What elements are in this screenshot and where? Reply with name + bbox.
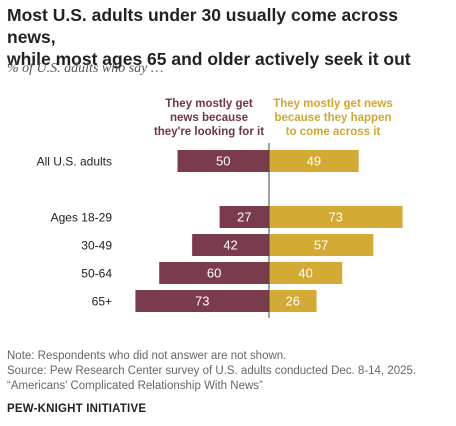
note-text: Note: Respondents who did not answer are…: [7, 350, 287, 362]
data-label-looking-for-it: 50: [216, 154, 230, 169]
category-label: All U.S. adults: [37, 155, 112, 169]
report-title-text: “Americans’ Complicated Relationship Wit…: [7, 380, 263, 392]
brand-label: PEW-KNIGHT INITIATIVE: [7, 403, 147, 415]
legend-right-line: They mostly get news: [273, 98, 393, 110]
data-label-looking-for-it: 42: [223, 238, 237, 253]
bar-come-across-it: [269, 206, 403, 228]
bar-looking-for-it: [135, 290, 269, 312]
data-label-come-across-it: 57: [314, 238, 328, 253]
legend-come-across-it: They mostly get news because they happen…: [268, 97, 398, 139]
category-label: 30-49: [81, 239, 112, 253]
data-label-looking-for-it: 27: [237, 210, 251, 225]
data-label-looking-for-it: 73: [195, 294, 209, 309]
bar-looking-for-it: [159, 262, 269, 284]
bar-come-across-it: [269, 234, 374, 256]
legend-right-line: because they happen: [274, 112, 392, 124]
chart-title-line-2: while most ages 65 and older actively se…: [7, 49, 411, 69]
chart-title: Most U.S. adults under 30 usually come a…: [7, 4, 447, 70]
data-label-looking-for-it: 60: [207, 266, 221, 281]
category-label: 65+: [92, 295, 112, 309]
bar-come-across-it: [269, 150, 359, 172]
bar-looking-for-it: [192, 234, 269, 256]
data-label-come-across-it: 40: [298, 266, 312, 281]
legend-looking-for-it: They mostly get news because they're loo…: [150, 97, 268, 139]
chart-subtitle: % of U.S. adults who say …: [7, 61, 164, 76]
bar-come-across-it: [269, 290, 317, 312]
data-label-come-across-it: 49: [307, 154, 321, 169]
source-text: Source: Pew Research Center survey of U.…: [7, 365, 417, 377]
bar-come-across-it: [269, 262, 343, 284]
data-label-come-across-it: 26: [286, 294, 300, 309]
category-label: 50-64: [81, 267, 112, 281]
legend-left-line: they're looking for it: [153, 126, 265, 138]
legend-right-line: to come across it: [285, 126, 381, 138]
category-label: Ages 18-29: [51, 211, 113, 225]
legend-left-line: They mostly get: [165, 98, 253, 110]
bar-looking-for-it: [177, 150, 269, 172]
bar-looking-for-it: [219, 206, 269, 228]
chart-notes: Note: Respondents who did not answer are…: [7, 349, 416, 394]
data-label-come-across-it: 73: [329, 210, 343, 225]
chart-title-line-1: Most U.S. adults under 30 usually come a…: [7, 5, 398, 47]
legend-left-line: news because: [170, 112, 248, 124]
